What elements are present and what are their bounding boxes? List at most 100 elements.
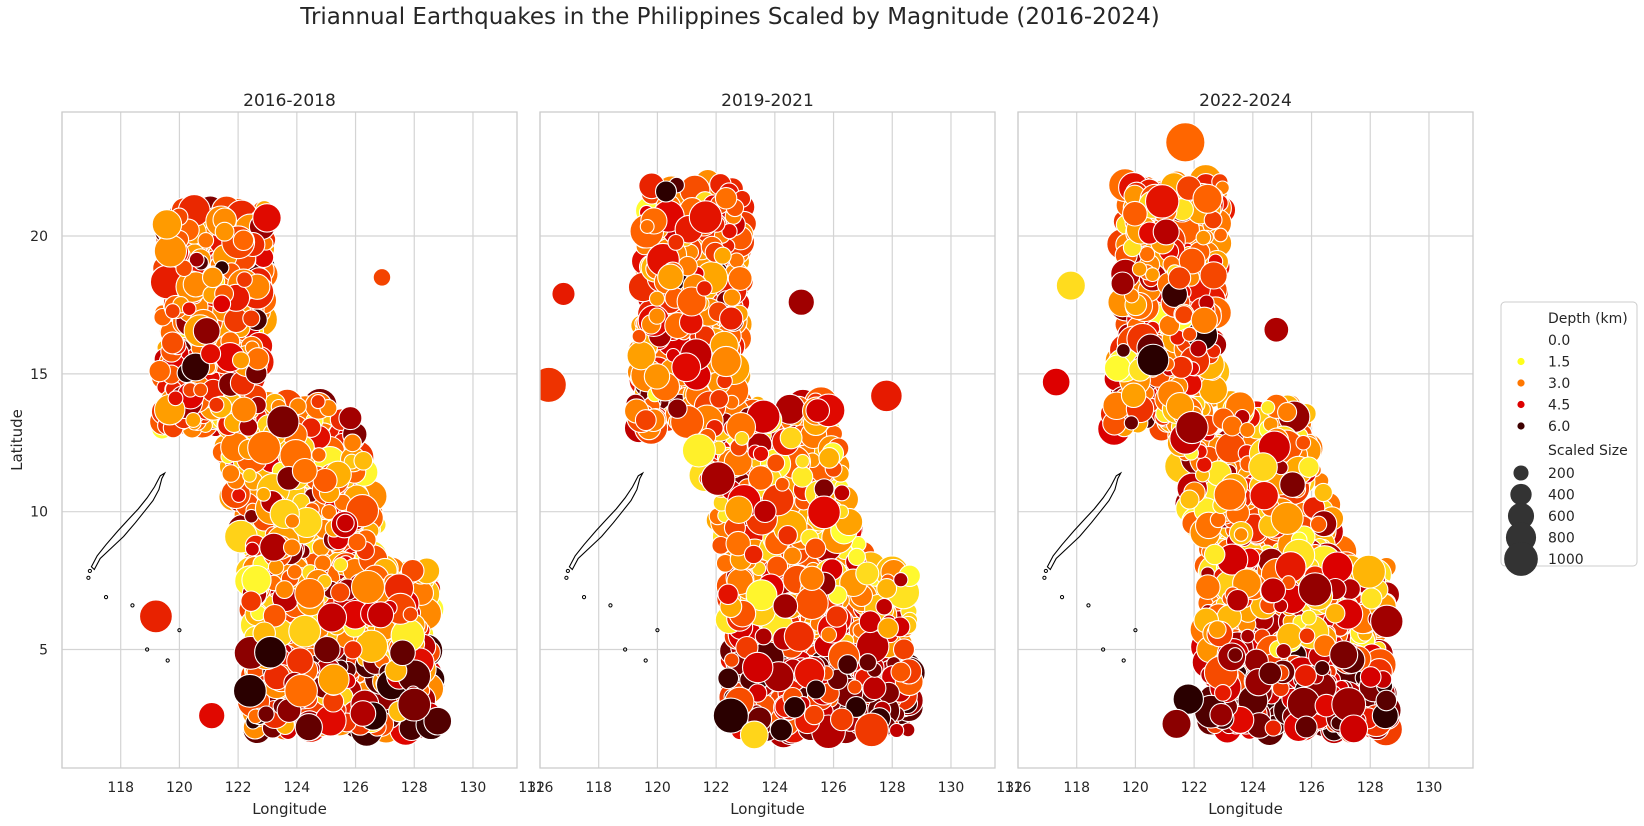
data-point: [1233, 527, 1249, 542]
data-point: [648, 290, 666, 307]
outlier-point: [198, 701, 226, 730]
data-point: [236, 271, 253, 288]
x-tick-label: 124: [761, 780, 788, 796]
data-point: [214, 221, 235, 242]
data-point: [643, 363, 671, 390]
x-tick-label: 118: [1063, 780, 1090, 796]
data-point: [201, 266, 224, 289]
data-point: [1309, 515, 1328, 533]
data-point: [200, 343, 222, 365]
outlier-point: [1172, 683, 1204, 715]
legend-hue-label: 1.5: [1548, 355, 1570, 371]
data-point: [754, 627, 773, 646]
outlier-point: [1005, 523, 1026, 544]
data-point: [804, 537, 827, 560]
data-point: [1192, 183, 1223, 214]
islet: [581, 595, 587, 600]
plot-frame: [539, 111, 996, 769]
panel-1: 2016-2018 118 120 122 124 126 128 130 132 Longitu…: [8, 91, 545, 818]
data-point: [667, 233, 685, 251]
data-point: [696, 280, 713, 297]
data-point: [246, 347, 270, 371]
data-point: [634, 409, 657, 432]
islet: [1121, 658, 1126, 663]
data-point: [772, 593, 799, 619]
data-point: [725, 530, 751, 557]
data-point: [153, 234, 188, 268]
data-point: [1240, 628, 1256, 644]
data-point: [336, 513, 355, 533]
x-tick-label: 132: [518, 780, 545, 796]
legend-size-label: 200: [1548, 466, 1575, 482]
legend-hue-label: 6.0: [1548, 419, 1570, 435]
data-point: [717, 667, 740, 690]
data-point: [1131, 261, 1148, 277]
outlier-point: [254, 635, 287, 669]
data-point: [181, 301, 197, 317]
data-point: [1194, 574, 1221, 600]
data-point: [700, 461, 736, 496]
data-point: [257, 705, 275, 723]
data-point: [893, 572, 909, 588]
data-point: [752, 445, 770, 463]
x-tick-label: 126: [820, 780, 847, 796]
data-point: [753, 499, 777, 524]
islet: [165, 658, 170, 663]
data-point: [148, 359, 171, 383]
data-point: [1260, 400, 1276, 415]
data-point: [657, 263, 684, 291]
legend-hue-marker: [1517, 357, 1525, 366]
data-point: [1145, 267, 1160, 283]
outlier-point: [397, 687, 432, 722]
data-point: [1213, 227, 1228, 243]
data-point: [212, 294, 232, 314]
legend-box: [1500, 301, 1638, 567]
legend-size-marker: [1513, 465, 1529, 481]
data-point: [231, 487, 247, 503]
data-point: [639, 219, 655, 234]
data-point: [1329, 640, 1359, 670]
data-point: [313, 635, 341, 664]
islet: [86, 575, 91, 580]
outlier-point: [1161, 708, 1192, 739]
data-point: [820, 626, 838, 643]
data-point: [805, 679, 827, 700]
data-point: [262, 603, 287, 628]
data-point: [164, 303, 181, 320]
data-point: [717, 583, 739, 606]
data-point: [631, 328, 647, 344]
data-point: [1298, 627, 1316, 645]
data-point: [847, 547, 866, 567]
data-point: [1324, 603, 1346, 624]
outlier-point: [1263, 316, 1290, 343]
x-tick-label: 118: [107, 780, 134, 796]
data-point: [160, 331, 185, 355]
data-point: [284, 673, 318, 708]
data-point: [1294, 715, 1318, 739]
data-point: [256, 486, 272, 502]
data-point: [252, 203, 282, 233]
plot-frame: [1017, 111, 1474, 769]
data-point: [1279, 471, 1306, 498]
islet: [1133, 628, 1138, 633]
islet: [655, 628, 660, 633]
outlier-point: [540, 366, 567, 403]
data-point: [681, 433, 716, 468]
data-point: [1152, 218, 1180, 246]
data-point: [294, 713, 323, 742]
islet: [623, 647, 628, 652]
data-point: [314, 554, 332, 572]
coastline: [90, 471, 167, 571]
legend-size-label: 400: [1548, 488, 1575, 504]
legend-size-marker: [1504, 542, 1538, 576]
y-tick-label: 20: [30, 229, 48, 245]
x-tick-label: 128: [1357, 780, 1384, 796]
x-tick-label: 116: [1005, 780, 1032, 796]
x-tick-label: 122: [225, 780, 252, 796]
data-point: [688, 200, 723, 234]
data-point: [1196, 456, 1213, 473]
data-point: [310, 394, 326, 410]
data-point: [654, 180, 678, 203]
data-point: [714, 187, 738, 210]
